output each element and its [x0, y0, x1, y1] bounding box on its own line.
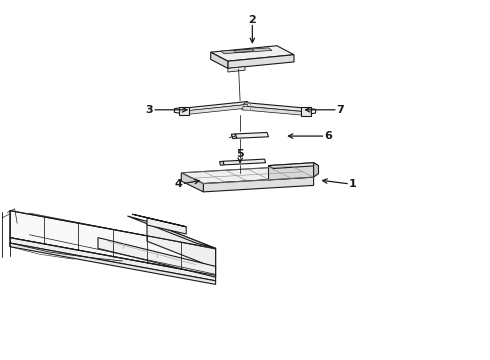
Polygon shape — [179, 107, 189, 115]
Polygon shape — [228, 67, 245, 72]
Polygon shape — [10, 211, 216, 275]
Polygon shape — [269, 163, 318, 168]
Text: 3: 3 — [146, 105, 153, 115]
Polygon shape — [314, 163, 318, 177]
Polygon shape — [132, 214, 186, 227]
Polygon shape — [228, 55, 294, 68]
Polygon shape — [220, 161, 224, 165]
Polygon shape — [211, 46, 294, 61]
Polygon shape — [234, 49, 254, 53]
Polygon shape — [185, 102, 250, 111]
Polygon shape — [242, 106, 304, 115]
Polygon shape — [231, 134, 237, 139]
Polygon shape — [203, 177, 314, 192]
Polygon shape — [98, 238, 216, 277]
Polygon shape — [220, 48, 272, 54]
Text: 7: 7 — [337, 105, 344, 115]
Text: 4: 4 — [175, 179, 183, 189]
Text: 1: 1 — [349, 179, 357, 189]
Polygon shape — [181, 173, 203, 192]
Polygon shape — [185, 104, 248, 114]
Text: 6: 6 — [324, 131, 332, 141]
Polygon shape — [243, 103, 305, 112]
Polygon shape — [301, 107, 311, 116]
Polygon shape — [147, 221, 216, 268]
Text: 2: 2 — [248, 15, 256, 25]
Polygon shape — [235, 132, 269, 138]
Polygon shape — [10, 238, 216, 281]
Polygon shape — [127, 216, 216, 248]
Text: 5: 5 — [236, 149, 244, 159]
Polygon shape — [147, 218, 186, 234]
Polygon shape — [10, 243, 216, 284]
Polygon shape — [211, 52, 228, 68]
Polygon shape — [181, 166, 314, 184]
Polygon shape — [223, 159, 266, 165]
Polygon shape — [269, 163, 314, 180]
